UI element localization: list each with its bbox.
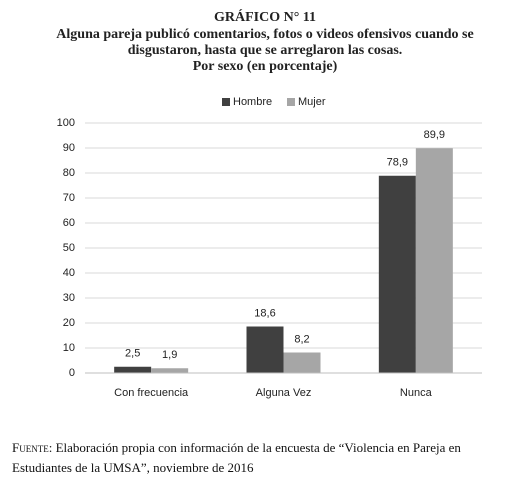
value-label: 1,9	[162, 349, 177, 361]
value-label: 89,9	[424, 129, 445, 141]
bar	[246, 326, 284, 373]
value-label: 8,2	[294, 333, 309, 345]
x-tick-label: Alguna Vez	[256, 387, 312, 399]
y-tick-label: 40	[63, 267, 75, 279]
legend-swatch	[222, 98, 230, 106]
value-label: 78,9	[387, 157, 408, 169]
y-tick-label: 80	[63, 167, 75, 179]
y-tick-label: 60	[63, 217, 75, 229]
y-tick-label: 70	[63, 192, 75, 204]
bar	[415, 148, 453, 373]
source-label: Fuente	[12, 440, 49, 455]
legend-swatch	[287, 98, 295, 106]
value-label: 18,6	[254, 307, 275, 319]
chart: GRÁFICO N° 11 Alguna pareja publicó come…	[56, 8, 482, 399]
x-tick-label: Con frecuencia	[114, 387, 189, 399]
chart-subtitle: Por sexo (en porcentaje)	[193, 59, 338, 74]
bar	[378, 175, 416, 373]
value-label: 2,5	[125, 348, 140, 360]
y-tick-label: 100	[57, 117, 75, 129]
x-tick-label: Nunca	[400, 387, 433, 399]
y-tick-label: 20	[63, 317, 75, 329]
chart-title: GRÁFICO N° 11	[214, 8, 316, 25]
legend-label: Mujer	[298, 96, 326, 108]
chart-subtitle: Alguna pareja publicó comentarios, fotos…	[56, 27, 473, 42]
y-tick-label: 10	[63, 342, 75, 354]
bar	[114, 366, 152, 373]
bar	[151, 368, 189, 373]
source-text: : Elaboración propia con información de …	[12, 440, 461, 475]
y-tick-label: 30	[63, 292, 75, 304]
y-tick-label: 50	[63, 242, 75, 254]
source-note: Fuente: Elaboración propia con informaci…	[12, 438, 517, 478]
y-tick-label: 90	[63, 142, 75, 154]
legend-label: Hombre	[233, 96, 272, 108]
bar	[283, 352, 321, 373]
chart-subtitle: disgustaron, hasta que se arreglaron las…	[128, 43, 403, 58]
y-tick-label: 0	[69, 367, 75, 379]
